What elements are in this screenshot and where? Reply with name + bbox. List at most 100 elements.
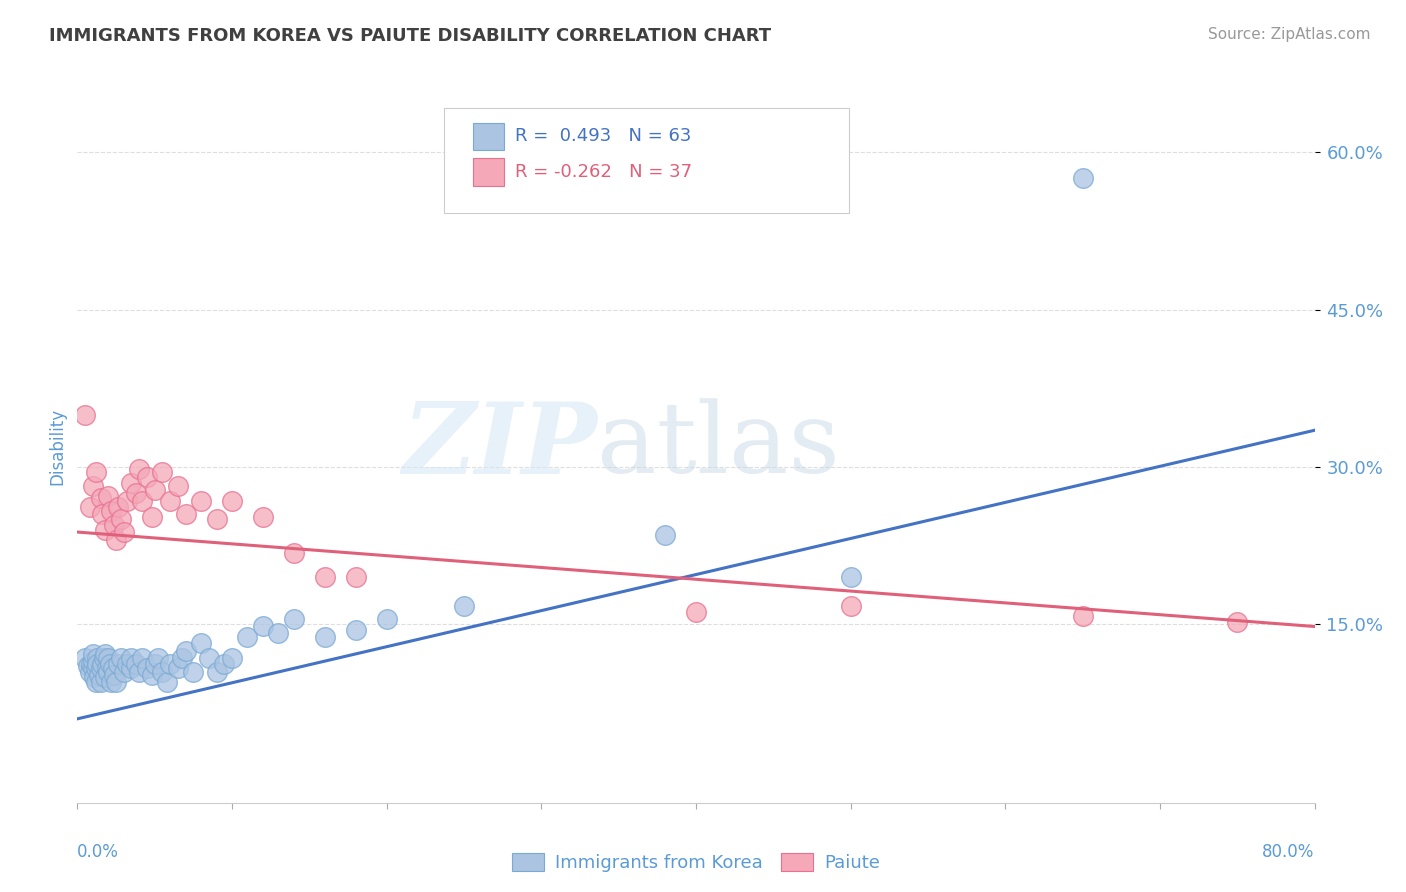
Point bbox=[82, 647, 104, 661]
Point bbox=[110, 651, 132, 665]
Point bbox=[101, 661, 124, 675]
Point bbox=[159, 493, 181, 508]
Point bbox=[103, 667, 125, 681]
Point bbox=[252, 510, 274, 524]
Point bbox=[1071, 171, 1094, 186]
Point bbox=[314, 570, 336, 584]
Point bbox=[128, 462, 150, 476]
Point bbox=[1071, 609, 1094, 624]
Point bbox=[252, 619, 274, 633]
Point bbox=[100, 504, 122, 518]
Point bbox=[344, 623, 367, 637]
Point bbox=[91, 657, 114, 672]
Point bbox=[283, 546, 305, 560]
Point bbox=[198, 651, 221, 665]
Point bbox=[115, 657, 138, 672]
Point bbox=[91, 507, 114, 521]
Point bbox=[105, 533, 127, 548]
Point bbox=[141, 667, 163, 681]
Point bbox=[685, 605, 707, 619]
Point bbox=[136, 661, 159, 675]
Point bbox=[90, 661, 111, 675]
Point bbox=[94, 647, 117, 661]
Point bbox=[654, 528, 676, 542]
Point bbox=[97, 489, 120, 503]
Point bbox=[86, 657, 108, 672]
Point bbox=[152, 465, 174, 479]
Point bbox=[314, 630, 336, 644]
Point bbox=[87, 667, 110, 681]
Text: Source: ZipAtlas.com: Source: ZipAtlas.com bbox=[1208, 27, 1371, 42]
Point bbox=[100, 675, 122, 690]
Point bbox=[214, 657, 236, 672]
Point bbox=[105, 675, 127, 690]
Point bbox=[167, 661, 190, 675]
Point bbox=[112, 524, 135, 539]
Point bbox=[453, 599, 475, 613]
Point bbox=[159, 657, 181, 672]
Point bbox=[75, 408, 96, 422]
Point bbox=[839, 599, 862, 613]
Point bbox=[84, 465, 107, 479]
Point bbox=[90, 675, 111, 690]
Text: atlas: atlas bbox=[598, 398, 839, 494]
Point bbox=[1226, 615, 1249, 630]
Point bbox=[143, 657, 166, 672]
Text: IMMIGRANTS FROM KOREA VS PAIUTE DISABILITY CORRELATION CHART: IMMIGRANTS FROM KOREA VS PAIUTE DISABILI… bbox=[49, 27, 772, 45]
Point bbox=[131, 651, 153, 665]
Point bbox=[83, 670, 105, 684]
Point bbox=[190, 636, 212, 650]
Point bbox=[283, 612, 305, 626]
Text: 0.0%: 0.0% bbox=[77, 843, 120, 861]
Point bbox=[79, 665, 101, 679]
Point bbox=[84, 675, 107, 690]
Point bbox=[80, 657, 103, 672]
Point bbox=[93, 651, 115, 665]
Point bbox=[190, 493, 212, 508]
Point bbox=[82, 661, 104, 675]
Point bbox=[344, 570, 367, 584]
Point bbox=[96, 661, 118, 675]
Text: R = -0.262   N = 37: R = -0.262 N = 37 bbox=[516, 163, 693, 181]
Point bbox=[183, 665, 205, 679]
Point bbox=[236, 630, 259, 644]
Point bbox=[205, 512, 228, 526]
Y-axis label: Disability: Disability bbox=[48, 408, 66, 484]
Point bbox=[375, 612, 398, 626]
Point bbox=[75, 651, 96, 665]
Text: 80.0%: 80.0% bbox=[1263, 843, 1315, 861]
Point bbox=[98, 657, 121, 672]
Point bbox=[839, 570, 862, 584]
Point bbox=[84, 661, 107, 675]
Point bbox=[90, 491, 111, 506]
Point bbox=[174, 507, 197, 521]
Point bbox=[205, 665, 228, 679]
Point bbox=[121, 475, 143, 490]
Point bbox=[110, 512, 132, 526]
Point bbox=[94, 670, 117, 684]
Point bbox=[121, 661, 143, 675]
Point bbox=[103, 517, 125, 532]
Point bbox=[77, 659, 100, 673]
Point bbox=[128, 665, 150, 679]
Point bbox=[143, 483, 166, 497]
Point bbox=[82, 479, 104, 493]
Point bbox=[112, 665, 135, 679]
Point bbox=[97, 651, 120, 665]
Point bbox=[107, 500, 129, 514]
Point bbox=[82, 654, 104, 668]
Point bbox=[86, 651, 108, 665]
Point bbox=[131, 493, 153, 508]
Point bbox=[79, 500, 101, 514]
Point bbox=[267, 625, 290, 640]
Point bbox=[156, 675, 179, 690]
Point bbox=[107, 657, 129, 672]
Point bbox=[115, 493, 138, 508]
Point bbox=[152, 665, 174, 679]
Point bbox=[121, 651, 143, 665]
Point bbox=[221, 493, 243, 508]
Point bbox=[125, 657, 148, 672]
Point bbox=[167, 479, 190, 493]
Point bbox=[221, 651, 243, 665]
Point bbox=[97, 665, 120, 679]
